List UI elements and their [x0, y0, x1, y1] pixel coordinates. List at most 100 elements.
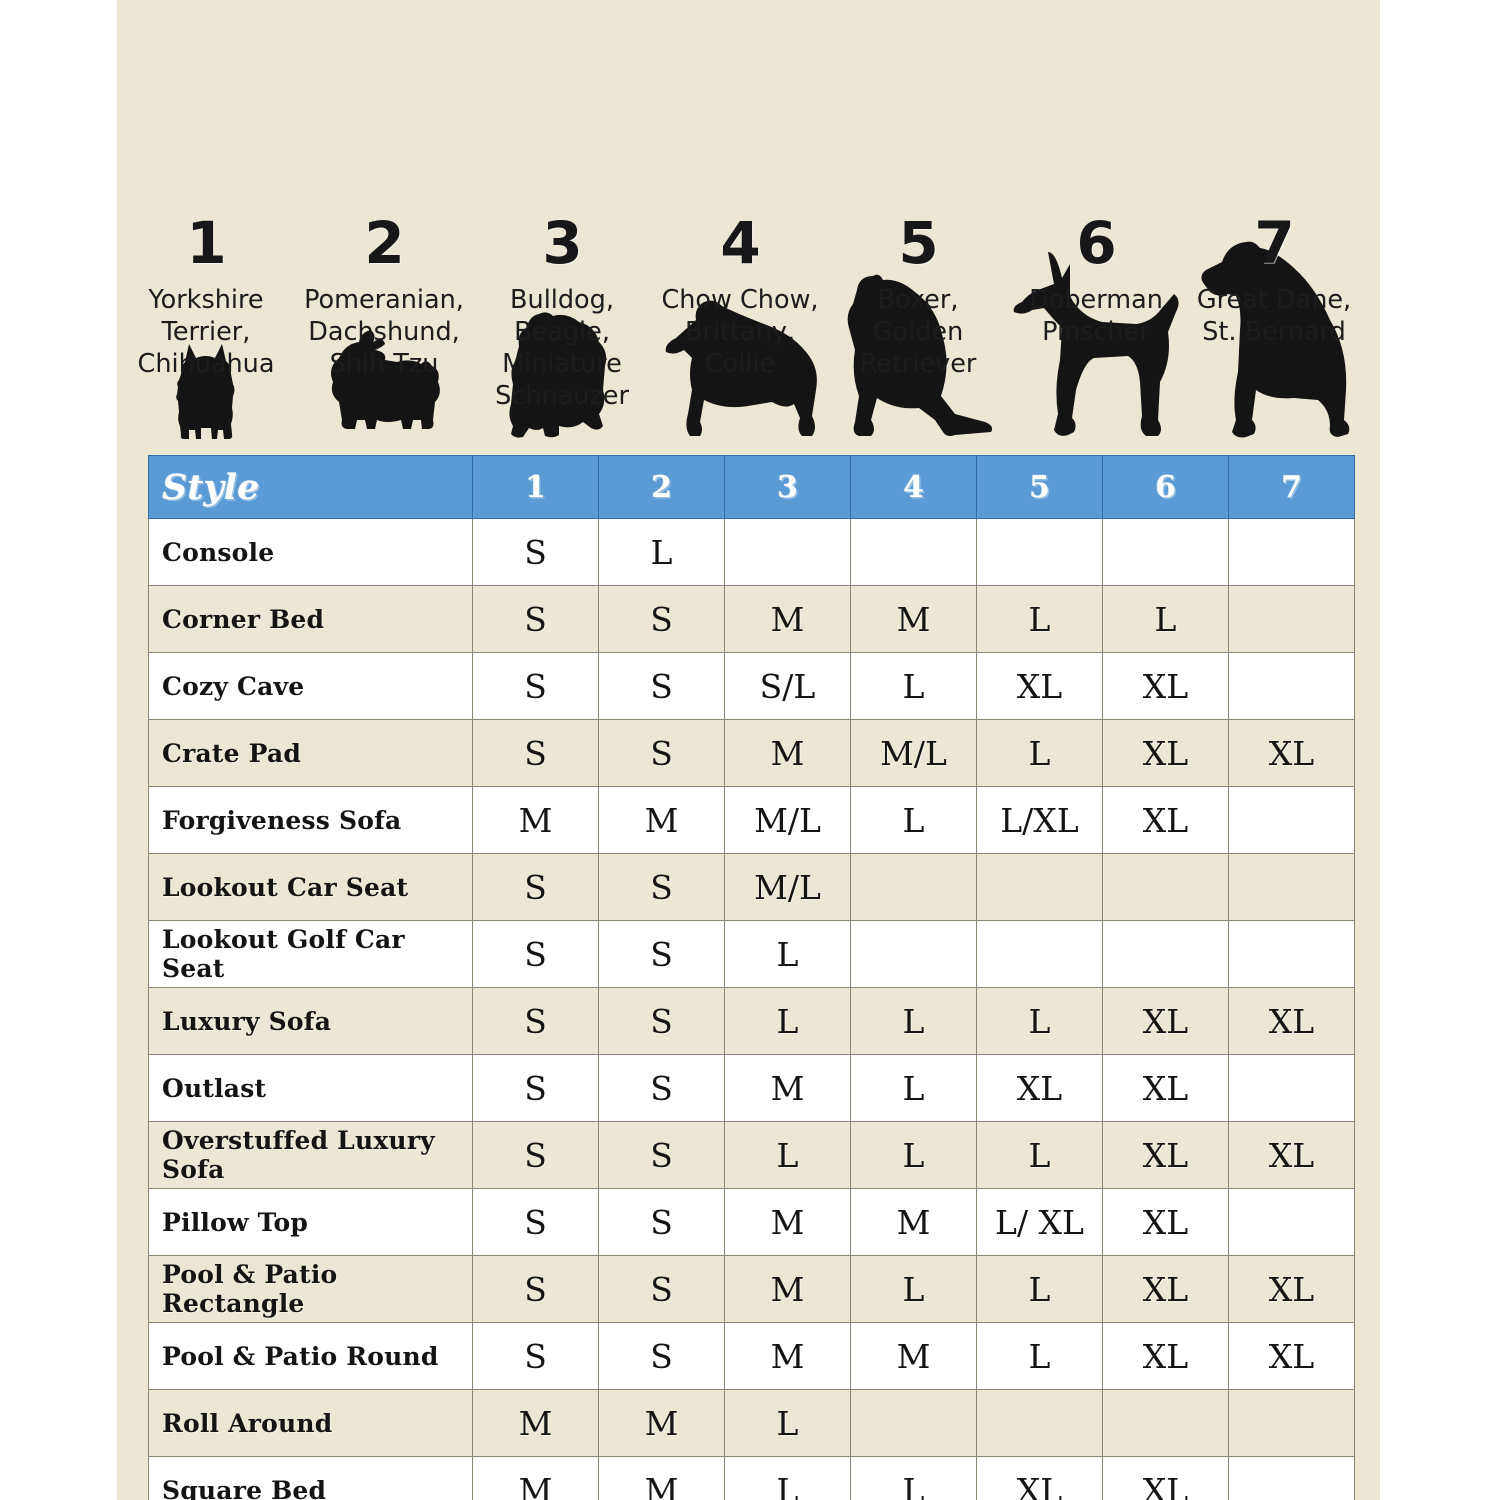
- table-row: Lookout Golf Car Seat S S L: [148, 920, 1355, 988]
- size-cell: S: [472, 652, 599, 720]
- table-body: Console S L Corner Bed S S M M L L Cozy Cave S S S/L L…: [148, 518, 1355, 1500]
- size-cell: M: [724, 1322, 851, 1390]
- style-name-cell: Cozy Cave: [148, 652, 473, 720]
- size-cell: XL: [1228, 719, 1355, 787]
- size-cell: L: [850, 1054, 977, 1122]
- bulldog-silhouette: [473, 235, 651, 440]
- pomeranian-silhouette: [295, 235, 473, 440]
- breed-number: 2: [364, 209, 404, 277]
- size-cell: S: [598, 853, 725, 921]
- size-cell: [724, 518, 851, 586]
- size-cell: XL: [1102, 1322, 1229, 1390]
- size-cell: M: [598, 1389, 725, 1457]
- size-cell: XL: [1228, 1255, 1355, 1323]
- table-row: Square Bed M M L L XL XL: [148, 1456, 1355, 1500]
- table-row: Pool & Patio Rectangle S S M L L XL XL: [148, 1255, 1355, 1323]
- size-chart-table: Style 1 2 3 4 5 6 7 Console S L Corner Bed S…: [148, 455, 1355, 1500]
- size-cell: S: [472, 1322, 599, 1390]
- size-cell: S: [472, 518, 599, 586]
- size-cell: L: [1102, 585, 1229, 653]
- size-cell: L: [850, 1456, 977, 1500]
- breed-column-4: 4 Chow Chow, Brittany, Collie: [651, 0, 829, 440]
- size-cell: [1228, 786, 1355, 854]
- size-cell: L: [724, 920, 851, 988]
- size-cell: XL: [976, 1054, 1103, 1122]
- breed-number: 1: [186, 209, 226, 277]
- style-name-cell: Roll Around: [148, 1389, 473, 1457]
- great-dane-silhouette: [1185, 235, 1363, 440]
- size-cell: L: [598, 518, 725, 586]
- size-cell: XL: [1102, 786, 1229, 854]
- size-cell: S: [598, 1121, 725, 1189]
- size-cell: S: [472, 853, 599, 921]
- table-row: Console S L: [148, 518, 1355, 586]
- size-cell: S: [472, 1255, 599, 1323]
- column-header-3: 3: [724, 455, 851, 519]
- style-name-cell: Lookout Car Seat: [148, 853, 473, 921]
- table-row: Outlast S S M L XL XL: [148, 1054, 1355, 1122]
- size-cell: [1228, 1054, 1355, 1122]
- style-name-cell: Forgiveness Sofa: [148, 786, 473, 854]
- breed-column-2: 2 Pomeranian, Dachshund, Shih Tzu: [295, 0, 473, 440]
- size-cell: [850, 920, 977, 988]
- style-name-cell: Corner Bed: [148, 585, 473, 653]
- style-name-cell: Console: [148, 518, 473, 586]
- size-cell: M: [724, 1054, 851, 1122]
- breed-names: Yorkshire Terrier, Chihuahua: [137, 285, 275, 379]
- size-cell: S: [472, 987, 599, 1055]
- breed-number: 3: [542, 209, 582, 277]
- size-cell: S: [598, 719, 725, 787]
- breed-column-1: 1 Yorkshire Terrier, Chihuahua: [117, 0, 295, 440]
- size-cell: M: [472, 786, 599, 854]
- collie-silhouette: [651, 235, 829, 440]
- table-row: Luxury Sofa S S L L L XL XL: [148, 987, 1355, 1055]
- size-cell: [976, 1389, 1103, 1457]
- table-header: Style 1 2 3 4 5 6 7: [148, 455, 1355, 519]
- size-cell: XL: [1102, 1188, 1229, 1256]
- size-cell: S: [598, 1054, 725, 1122]
- size-cell: S: [472, 1188, 599, 1256]
- size-cell: L: [850, 652, 977, 720]
- column-header-6: 6: [1102, 455, 1229, 519]
- size-cell: XL: [1228, 1121, 1355, 1189]
- size-cell: S: [598, 585, 725, 653]
- size-cell: S: [472, 585, 599, 653]
- size-cell: L: [850, 987, 977, 1055]
- size-cell: S: [598, 1255, 725, 1323]
- boxer-silhouette: [829, 235, 1007, 440]
- style-name-cell: Pool & Patio Rectangle: [148, 1255, 473, 1323]
- breed-column-5: 5 Boxer, Golden Retriever: [829, 0, 1007, 440]
- table-row: Pool & Patio Round S S M M L XL XL: [148, 1322, 1355, 1390]
- size-cell: L: [976, 1121, 1103, 1189]
- size-cell: S: [598, 1322, 725, 1390]
- size-cell: L: [850, 1121, 977, 1189]
- size-cell: [1102, 853, 1229, 921]
- size-cell: S/L: [724, 652, 851, 720]
- size-cell: M: [724, 719, 851, 787]
- table-row: Corner Bed S S M M L L: [148, 585, 1355, 653]
- breed-column-7: 7 Great Dane, St. Bernard: [1185, 0, 1363, 440]
- column-header-style: Style: [148, 455, 473, 519]
- breed-names: Bulldog, Beagle, Miniature Schnauzer: [495, 285, 629, 411]
- breed-names: Chow Chow, Brittany, Collie: [661, 285, 819, 379]
- style-name-cell: Outlast: [148, 1054, 473, 1122]
- size-cell: XL: [1102, 1255, 1229, 1323]
- size-cell: [1228, 652, 1355, 720]
- size-cell: XL: [1102, 987, 1229, 1055]
- size-cell: S: [472, 1121, 599, 1189]
- size-cell: M: [472, 1456, 599, 1500]
- size-cell: [850, 853, 977, 921]
- breed-names: Boxer, Golden Retriever: [859, 285, 977, 379]
- breed-column-6: 6 Doberman Pinscher: [1007, 0, 1185, 440]
- size-cell: L: [724, 1389, 851, 1457]
- size-cell: XL: [1228, 1322, 1355, 1390]
- size-cell: M: [472, 1389, 599, 1457]
- size-cell: M/L: [724, 786, 851, 854]
- size-cell: XL: [1102, 1121, 1229, 1189]
- size-cell: S: [598, 652, 725, 720]
- size-cell: [850, 1389, 977, 1457]
- style-name-cell: Pillow Top: [148, 1188, 473, 1256]
- breed-number: 6: [1076, 209, 1116, 277]
- column-header-2: 2: [598, 455, 725, 519]
